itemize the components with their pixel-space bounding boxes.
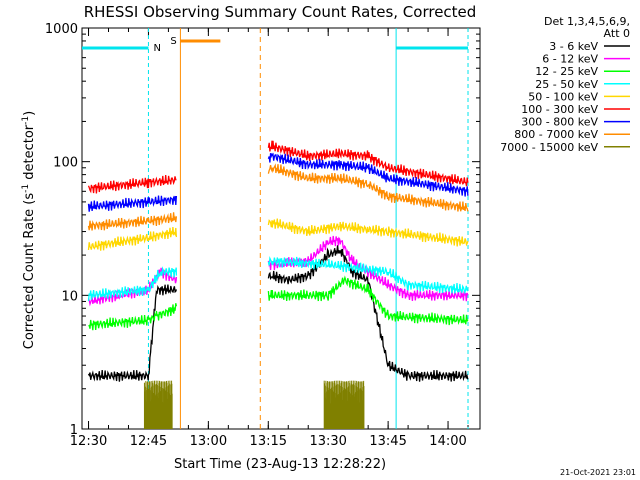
y-tick-label: 100 [53, 156, 78, 171]
x-tick-label: 13:00 [190, 434, 227, 449]
y-tick-label: 10 [61, 289, 78, 304]
legend-header-2: Att 0 [604, 27, 630, 40]
series-line [87, 163, 469, 231]
legend-entry: 300 - 800 keV [521, 116, 598, 129]
series-line [87, 152, 469, 212]
series-line [87, 218, 469, 251]
chart-title: RHESSI Observing Summary Count Rates, Co… [84, 3, 477, 21]
saa-label: S [170, 36, 176, 47]
series-line [88, 275, 469, 331]
legend-entry: 100 - 300 keV [521, 103, 598, 116]
legend-header-1: Det 1,3,4,5,6,9, [544, 15, 630, 28]
x-tick-label: 12:30 [70, 434, 107, 449]
legend-entry: 3 - 6 keV [549, 40, 598, 53]
x-tick-label: 13:45 [369, 434, 406, 449]
x-tick-label: 12:45 [130, 434, 167, 449]
legend-entry: 7000 - 15000 keV [500, 141, 598, 154]
series-line [87, 245, 469, 382]
y-tick-label: 1000 [45, 22, 78, 37]
legend-entry: 25 - 50 keV [535, 78, 598, 91]
series-line [87, 140, 469, 194]
y-tick-label: 1 [70, 423, 78, 438]
x-tick-label: 13:15 [250, 434, 287, 449]
y-axis-label: Corrected Count Rate (s-1 detector-1) [21, 111, 37, 349]
x-tick-label: 14:00 [429, 434, 466, 449]
night-label: N [153, 43, 160, 54]
series-group [87, 140, 469, 429]
footer-timestamp: 21-Oct-2021 23:01 [560, 468, 636, 477]
series-line [87, 255, 469, 302]
legend-entry: 6 - 12 keV [542, 53, 598, 66]
x-tick-label: 13:30 [309, 434, 346, 449]
legend-entry: 800 - 7000 keV [514, 128, 598, 141]
legend-entry: 12 - 25 keV [535, 65, 598, 78]
x-axis-label: Start Time (23-Aug-13 12:28:22) [174, 457, 386, 472]
plot-frame [81, 27, 481, 430]
legend-entry: 50 - 100 keV [528, 90, 598, 103]
